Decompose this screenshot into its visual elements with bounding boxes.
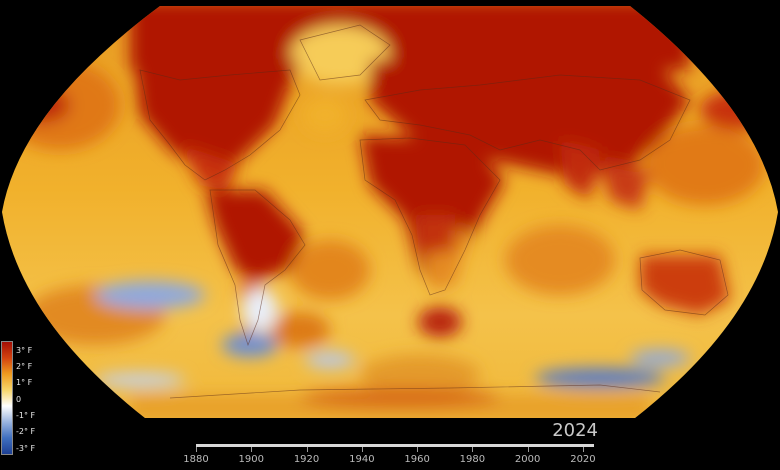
timeline-year-label: 1920: [293, 454, 320, 465]
timeline-year-label: 1880: [183, 454, 209, 465]
year-label: 2024: [552, 420, 598, 441]
legend-tick-label: 1° F: [16, 378, 33, 387]
timeline-year-label: 1980: [459, 454, 486, 465]
timeline-year-label: 1940: [349, 454, 375, 465]
legend-tick-label: -2° F: [16, 427, 36, 436]
legend-tick-label: 0: [16, 395, 22, 404]
map-canvas: [2, 6, 778, 418]
color-scale-bar: [1, 341, 13, 455]
timeline-slider[interactable]: [196, 444, 594, 447]
timeline-tick: [306, 447, 308, 452]
legend-tick-label: -1° F: [16, 411, 36, 420]
timeline-tick: [417, 447, 419, 452]
timeline-tick: [361, 447, 363, 452]
timeline-year-label: 1960: [404, 454, 430, 465]
anomaly-field: [2, 6, 778, 418]
legend-tick-label: 2° F: [16, 362, 33, 371]
timeline-year-label: 2000: [514, 454, 541, 465]
timeline-tick: [196, 447, 197, 452]
timeline-tick: [527, 447, 529, 452]
temperature-anomaly-map: [2, 6, 778, 418]
timeline-year-label: 1900: [238, 454, 264, 465]
coastlines: [139, 24, 729, 399]
legend-tick-label: 3° F: [16, 346, 33, 355]
timeline-year-label: 2020: [570, 454, 596, 465]
timeline-tick: [251, 447, 253, 452]
timeline-tick: [472, 447, 474, 452]
color-scale-legend: 3° F 2° F 1° F 0 -1° F -2° F -3° F: [0, 341, 60, 456]
globe: [2, 6, 778, 418]
legend-tick-label: -3° F: [16, 444, 36, 453]
timeline-tick: [582, 447, 584, 452]
